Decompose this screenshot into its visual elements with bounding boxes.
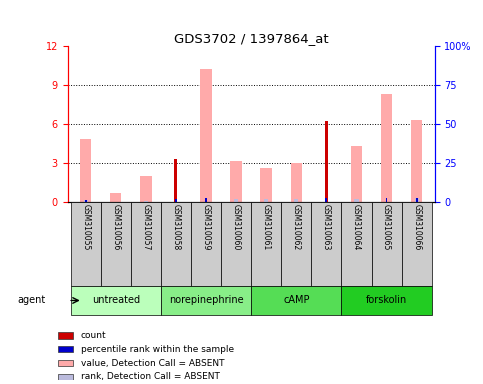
Text: GSM310056: GSM310056 <box>111 204 120 250</box>
Bar <box>230 161 242 202</box>
Text: GSM310062: GSM310062 <box>292 204 301 250</box>
Bar <box>200 70 212 202</box>
Bar <box>191 202 221 286</box>
Text: GSM310058: GSM310058 <box>171 204 181 250</box>
Text: percentile rank within the sample: percentile rank within the sample <box>81 345 234 354</box>
Text: cAMP: cAMP <box>283 295 310 306</box>
Text: GSM310064: GSM310064 <box>352 204 361 250</box>
Title: GDS3702 / 1397864_at: GDS3702 / 1397864_at <box>174 32 328 45</box>
Bar <box>264 199 269 202</box>
Bar <box>291 163 302 202</box>
Bar <box>385 197 387 202</box>
Bar <box>161 286 251 315</box>
Text: GSM310057: GSM310057 <box>142 204 150 250</box>
Text: count: count <box>81 331 106 340</box>
Text: GSM310061: GSM310061 <box>262 204 270 250</box>
Bar <box>71 202 101 286</box>
Bar <box>251 286 341 315</box>
Bar <box>140 176 152 202</box>
Bar <box>161 202 191 286</box>
Bar <box>58 332 73 339</box>
Bar <box>381 94 392 202</box>
Text: agent: agent <box>18 295 46 306</box>
Bar <box>281 202 312 286</box>
Text: GSM310059: GSM310059 <box>201 204 211 250</box>
Bar <box>58 360 73 366</box>
Text: GSM310055: GSM310055 <box>81 204 90 250</box>
Bar <box>260 168 272 202</box>
Bar <box>144 201 148 202</box>
Bar <box>221 202 251 286</box>
Bar <box>411 120 422 202</box>
Text: GSM310066: GSM310066 <box>412 204 421 250</box>
Bar <box>205 197 207 202</box>
Bar <box>71 286 161 315</box>
Text: untreated: untreated <box>92 295 140 306</box>
Text: GSM310065: GSM310065 <box>382 204 391 250</box>
Bar <box>58 346 73 353</box>
Text: GSM310063: GSM310063 <box>322 204 331 250</box>
Bar <box>355 199 358 202</box>
Bar <box>351 146 362 202</box>
Text: rank, Detection Call = ABSENT: rank, Detection Call = ABSENT <box>81 372 219 381</box>
Bar <box>131 202 161 286</box>
Bar <box>175 199 177 202</box>
Bar <box>341 286 432 315</box>
Bar <box>312 202 341 286</box>
Bar <box>84 200 88 202</box>
Text: forskolin: forskolin <box>366 295 407 306</box>
Bar <box>101 202 131 286</box>
Text: GSM310060: GSM310060 <box>232 204 241 250</box>
Bar <box>251 202 281 286</box>
Bar <box>326 198 327 202</box>
Bar <box>371 202 401 286</box>
Text: value, Detection Call = ABSENT: value, Detection Call = ABSENT <box>81 359 224 367</box>
Bar <box>80 139 91 202</box>
Bar <box>110 192 122 202</box>
Bar <box>325 121 328 202</box>
Bar <box>85 200 86 202</box>
Bar <box>294 199 298 202</box>
Bar <box>416 199 417 202</box>
Bar <box>401 202 432 286</box>
Text: norepinephrine: norepinephrine <box>169 295 243 306</box>
Bar <box>234 199 238 202</box>
Bar <box>341 202 371 286</box>
Bar <box>58 374 73 380</box>
Bar <box>174 159 177 202</box>
Bar <box>414 198 419 202</box>
